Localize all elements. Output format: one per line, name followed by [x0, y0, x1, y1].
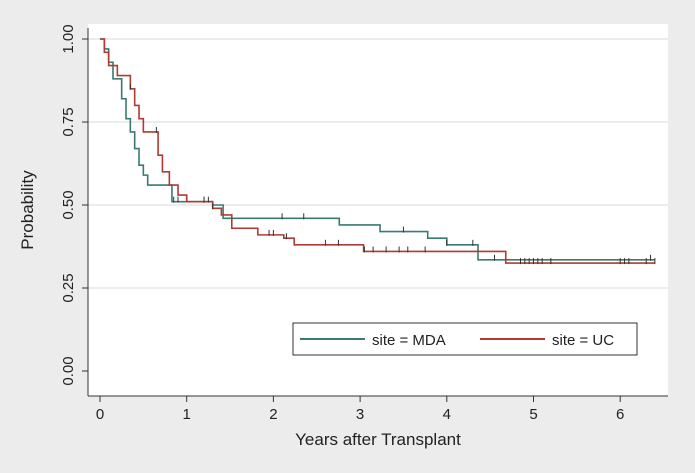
- legend: site = MDA site = UC: [292, 322, 638, 356]
- survival-curve-mda: [100, 38, 655, 261]
- x-tick-label: 5: [529, 406, 537, 423]
- legend-label-uc: site = UC: [552, 332, 614, 349]
- x-tick-label: 6: [616, 406, 624, 423]
- y-tick-label: 0.50: [60, 190, 77, 219]
- x-axis-label: Years after Transplant: [295, 430, 461, 449]
- survival-curve-uc: [100, 38, 655, 264]
- x-tick-label: 4: [443, 406, 451, 423]
- y-axis-label: Probability: [18, 170, 37, 250]
- y-tick-label: 0.25: [60, 273, 77, 302]
- x-tick-label: 2: [269, 406, 277, 423]
- x-tick-label: 1: [183, 406, 191, 423]
- legend-label-mda: site = MDA: [372, 332, 446, 349]
- y-tick-label: 0.75: [60, 107, 77, 136]
- x-tick-label: 0: [96, 406, 104, 423]
- x-tick-label: 3: [356, 406, 364, 423]
- y-tick-label: 1.00: [60, 24, 77, 53]
- y-tick-label: 0.00: [60, 356, 77, 385]
